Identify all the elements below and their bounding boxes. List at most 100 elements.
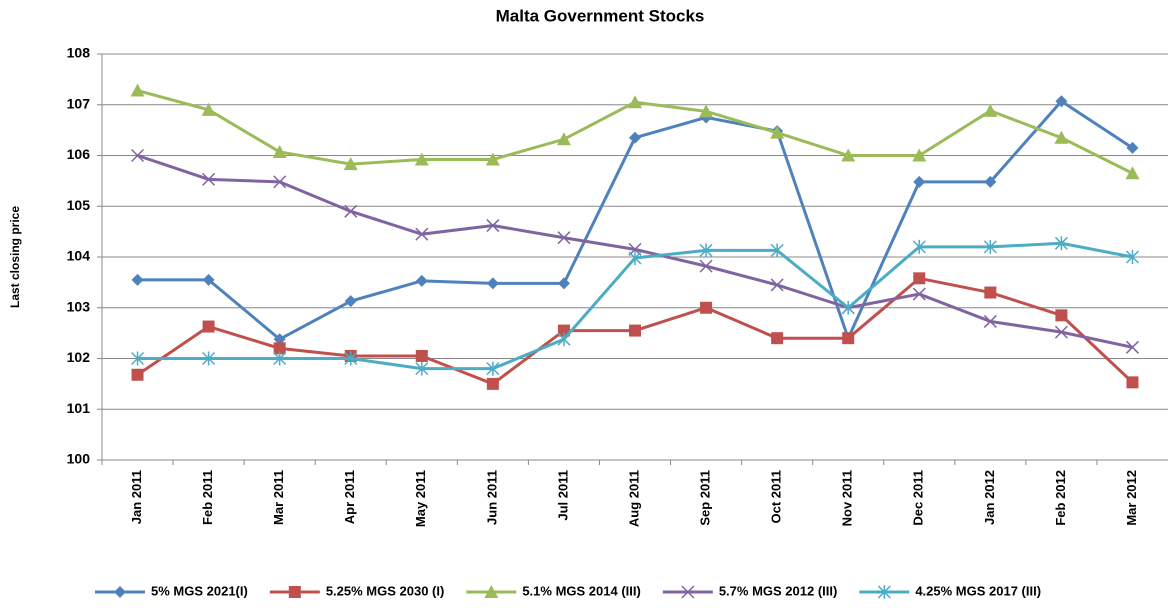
marker — [629, 131, 641, 144]
marker — [273, 351, 287, 366]
marker — [1054, 325, 1068, 339]
y-tick-label: 105 — [67, 197, 91, 213]
marker — [202, 273, 215, 286]
marker — [344, 204, 358, 218]
marker — [1055, 95, 1068, 108]
marker — [1054, 130, 1069, 144]
marker — [414, 152, 429, 166]
y-tick-label: 106 — [67, 146, 91, 162]
marker — [131, 351, 145, 366]
legend-label: 4.25% MGS 2017 (III) — [915, 583, 1041, 598]
legend-label: 5% MGS 2021(I) — [151, 583, 248, 598]
marker — [984, 175, 997, 188]
marker — [344, 351, 358, 366]
marker — [699, 104, 714, 118]
marker — [681, 585, 695, 599]
marker — [556, 132, 571, 146]
marker — [131, 273, 144, 286]
marker — [983, 103, 998, 117]
x-tick-label: Nov 2011 — [840, 470, 855, 526]
marker — [841, 300, 855, 315]
marker — [557, 231, 571, 245]
marker — [1125, 340, 1140, 354]
y-tick-label: 101 — [67, 400, 91, 416]
marker — [983, 239, 997, 254]
legend-entry: 5% MGS 2021(I) — [95, 583, 248, 598]
marker — [557, 332, 571, 347]
x-tick-label: Jan 2012 — [982, 470, 997, 525]
marker — [557, 277, 570, 290]
marker — [202, 172, 216, 186]
marker — [700, 301, 713, 314]
marker — [841, 148, 856, 162]
legend-entry: 4.25% MGS 2017 (III) — [859, 583, 1041, 599]
marker — [273, 342, 286, 355]
marker — [415, 227, 429, 241]
x-tick-label: Jul 2011 — [555, 470, 570, 521]
legend-entry: 5.1% MGS 2014 (III) — [466, 583, 641, 598]
x-tick-label: Sep 2011 — [698, 470, 713, 526]
marker — [628, 95, 642, 109]
x-tick-label: May 2011 — [413, 470, 428, 527]
marker — [484, 585, 499, 598]
marker — [983, 314, 997, 328]
marker — [486, 377, 499, 390]
marker — [1125, 250, 1140, 264]
marker — [913, 175, 926, 188]
x-tick-label: Feb 2011 — [200, 470, 215, 525]
marker — [273, 175, 287, 189]
marker — [202, 320, 215, 333]
x-tick-label: Aug 2011 — [626, 470, 641, 527]
x-tick-label: Mar 2012 — [1124, 470, 1139, 526]
marker — [877, 585, 891, 599]
y-tick-label: 108 — [67, 45, 91, 61]
x-tick-label: Jan 2011 — [129, 470, 144, 524]
y-axis-label: Last closing price — [8, 206, 22, 308]
marker — [770, 278, 784, 292]
marker — [130, 83, 145, 97]
marker — [415, 274, 428, 287]
x-tick-label: Apr 2011 — [342, 470, 357, 524]
marker — [201, 102, 216, 116]
x-tick-label: Mar 2011 — [271, 470, 286, 525]
marker — [771, 332, 784, 345]
legend-label: 5.25% MGS 2030 (I) — [326, 583, 445, 598]
marker — [912, 148, 927, 162]
y-tick-label: 104 — [67, 248, 91, 264]
marker — [1055, 309, 1068, 322]
marker — [912, 287, 926, 301]
y-tick-label: 107 — [67, 95, 91, 111]
marker — [131, 368, 144, 381]
marker — [1054, 236, 1068, 251]
marker — [628, 251, 642, 266]
marker — [629, 324, 641, 337]
x-tick-label: Jun 2011 — [484, 470, 499, 525]
y-tick-label: 100 — [67, 451, 91, 467]
marker — [984, 286, 997, 299]
marker — [202, 351, 216, 366]
legend-label: 5.7% MGS 2012 (III) — [719, 583, 838, 598]
y-tick-label: 102 — [67, 349, 91, 365]
y-tick-label: 103 — [67, 298, 91, 314]
marker — [273, 333, 286, 346]
marker — [344, 295, 357, 308]
marker — [912, 239, 926, 254]
marker — [770, 243, 784, 258]
marker — [415, 349, 428, 362]
marker — [114, 586, 126, 598]
marker — [842, 332, 855, 345]
x-tick-label: Dec 2011 — [911, 470, 926, 526]
legend-entry: 5.25% MGS 2030 (I) — [269, 583, 445, 598]
marker — [1126, 141, 1139, 154]
marker — [486, 219, 500, 233]
marker — [415, 361, 429, 376]
marker — [343, 157, 358, 171]
marker — [485, 152, 500, 166]
chart-title: Malta Government Stocks — [496, 6, 705, 25]
marker — [486, 277, 499, 290]
x-tick-label: Feb 2012 — [1053, 470, 1068, 526]
marker — [699, 259, 713, 273]
marker — [272, 144, 287, 158]
marker — [131, 148, 145, 163]
marker — [1125, 166, 1140, 180]
